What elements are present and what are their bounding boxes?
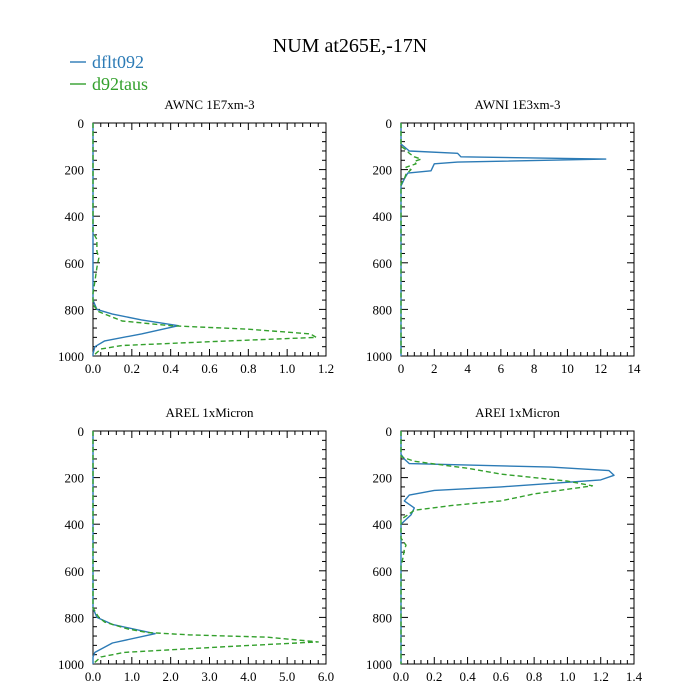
y-tick-label: 400 bbox=[373, 209, 393, 224]
x-tick-label: 6 bbox=[498, 361, 505, 376]
y-tick-label: 200 bbox=[373, 471, 393, 486]
y-tick-label: 200 bbox=[373, 163, 393, 178]
y-tick-label: 200 bbox=[65, 163, 85, 178]
panel-3: AREL 1xMicron 0.0 1.0 2.0 3.0 4.0 5.0 6.0 0 200 40… bbox=[58, 405, 334, 684]
series-line-dflt092 bbox=[400, 123, 607, 356]
x-tick-label: 4 bbox=[464, 361, 471, 376]
y-tick-label: 0 bbox=[78, 424, 85, 439]
x-tick-label: 5.0 bbox=[279, 669, 295, 684]
panel-title: AREL 1xMicron bbox=[166, 405, 254, 420]
y-tick-label: 200 bbox=[65, 471, 85, 486]
y-tick-label: 1000 bbox=[58, 657, 84, 672]
x-tick-label: 14 bbox=[628, 361, 642, 376]
y-tick-label: 600 bbox=[373, 564, 393, 579]
y-tick-label: 0 bbox=[386, 424, 393, 439]
x-tick-label: 0.6 bbox=[493, 669, 510, 684]
series-line-dflt092 bbox=[92, 123, 180, 356]
y-tick-label: 800 bbox=[65, 610, 85, 625]
x-tick-label: 4.0 bbox=[240, 669, 256, 684]
panel-4: AREI 1xMicron 0.0 0.2 0.4 0.6 0.8 1.0 1.2 1.4 0 20… bbox=[366, 405, 643, 684]
x-tick-label: 3.0 bbox=[201, 669, 217, 684]
x-tick-label: 1.0 bbox=[279, 361, 295, 376]
y-tick-label: 800 bbox=[373, 302, 393, 317]
x-tick-label: 1.2 bbox=[593, 669, 609, 684]
x-tick-label: 1.4 bbox=[626, 669, 643, 684]
panel-title: AREI 1xMicron bbox=[475, 405, 560, 420]
panel-1: AWNC 1E7xm-3 0.0 0.2 0.4 0.6 0.8 1.0 1.2 0 200 400… bbox=[58, 97, 334, 376]
x-tick-label: 0 bbox=[398, 361, 405, 376]
x-tick-label: 0.4 bbox=[163, 361, 180, 376]
series-line-d92taus bbox=[400, 123, 422, 356]
legend-label-series2: d92taus bbox=[92, 74, 148, 94]
y-tick-label: 400 bbox=[65, 209, 85, 224]
y-tick-label: 400 bbox=[65, 517, 85, 532]
x-tick-label: 2 bbox=[431, 361, 438, 376]
x-tick-label: 1.0 bbox=[559, 669, 575, 684]
y-tick-label: 600 bbox=[65, 256, 85, 271]
y-tick-label: 1000 bbox=[366, 657, 392, 672]
x-tick-label: 12 bbox=[594, 361, 607, 376]
x-tick-label: 0.0 bbox=[85, 361, 101, 376]
series-line-d92taus bbox=[92, 123, 317, 357]
series-line-dflt092 bbox=[400, 431, 615, 664]
x-tick-label: 0.2 bbox=[124, 361, 140, 376]
panel-title: AWNC 1E7xm-3 bbox=[164, 97, 254, 112]
x-tick-label: 8 bbox=[531, 361, 538, 376]
series-line-dflt092 bbox=[92, 431, 156, 664]
x-tick-label: 0.8 bbox=[526, 669, 542, 684]
chart-title: NUM at265E,-17N bbox=[273, 35, 427, 57]
y-tick-label: 400 bbox=[373, 517, 393, 532]
legend-label-series1: dflt092 bbox=[92, 52, 144, 72]
panel-2: AWNI 1E3xm-3 0 2 4 6 8 10 12 14 0 200 400 600 800 1000 bbox=[366, 97, 641, 376]
x-tick-label: 0.6 bbox=[201, 361, 218, 376]
y-tick-label: 600 bbox=[65, 564, 85, 579]
panel-frame bbox=[92, 122, 327, 357]
x-tick-label: 0.4 bbox=[459, 669, 476, 684]
x-tick-label: 0.8 bbox=[240, 361, 256, 376]
x-tick-label: 0.0 bbox=[393, 669, 409, 684]
y-tick-label: 0 bbox=[386, 116, 393, 131]
x-tick-label: 6.0 bbox=[318, 669, 334, 684]
panel-title: AWNI 1E3xm-3 bbox=[475, 97, 561, 112]
x-tick-label: 1.2 bbox=[318, 361, 334, 376]
x-tick-label: 2.0 bbox=[163, 669, 179, 684]
y-tick-label: 800 bbox=[373, 610, 393, 625]
x-tick-label: 10 bbox=[561, 361, 574, 376]
y-tick-label: 1000 bbox=[366, 349, 392, 364]
y-tick-label: 1000 bbox=[58, 349, 84, 364]
panels: AWNC 1E7xm-30.0 0.2 0.4 0.6 0.8 1.0 1.20200400… bbox=[58, 97, 643, 684]
x-tick-label: 0.2 bbox=[426, 669, 442, 684]
y-tick-label: 0 bbox=[78, 116, 85, 131]
x-tick-label: 1.0 bbox=[124, 669, 140, 684]
y-tick-label: 600 bbox=[373, 256, 393, 271]
series-line-d92taus bbox=[400, 431, 594, 664]
x-tick-label: 0.0 bbox=[85, 669, 101, 684]
y-tick-label: 800 bbox=[65, 302, 85, 317]
series-line-d92taus bbox=[92, 431, 319, 665]
legend: dflt092 d92taus bbox=[70, 52, 148, 94]
